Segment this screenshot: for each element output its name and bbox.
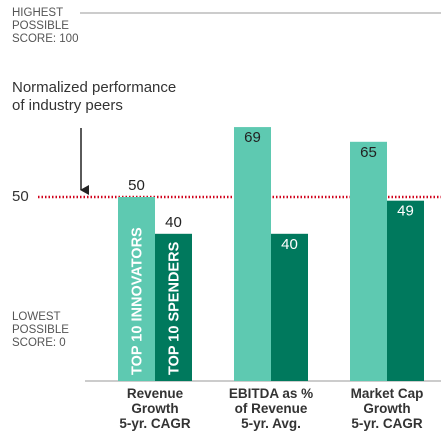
series-label: TOP 10 INNOVATORS — [129, 227, 145, 375]
value-label: 40 — [281, 236, 298, 253]
x-tick-label: Market Cap Growth 5-yr. CAGR — [351, 386, 424, 431]
value-label: 49 — [397, 203, 414, 220]
x-tick-label: EBITDA as % of Revenue 5-yr. Avg. — [229, 386, 313, 431]
y-tick-label: 50 — [12, 188, 29, 205]
y-tick-label: HIGHEST POSSIBLE SCORE: 100 — [12, 7, 78, 45]
y-tick-label: LOWEST POSSIBLE SCORE: 0 — [12, 311, 69, 349]
annotation: Normalized performance of industry peers — [12, 79, 176, 114]
value-label: 40 — [165, 214, 182, 231]
bar — [387, 200, 424, 381]
value-label: 69 — [244, 129, 261, 146]
value-label: 50 — [128, 177, 145, 194]
bar — [350, 141, 387, 381]
value-label: 65 — [360, 144, 377, 161]
series-label: TOP 10 SPENDERS — [166, 241, 182, 375]
bar — [155, 233, 192, 381]
bar — [234, 127, 271, 381]
x-tick-label: Revenue Growth 5-yr. CAGR — [119, 386, 191, 431]
bar — [118, 197, 155, 381]
bar — [271, 233, 308, 381]
